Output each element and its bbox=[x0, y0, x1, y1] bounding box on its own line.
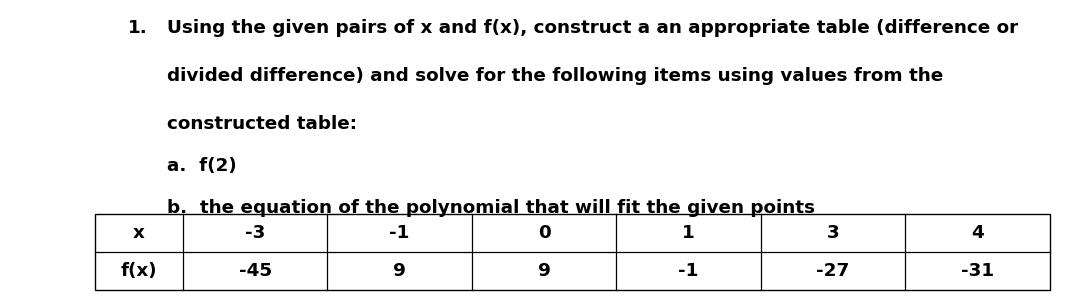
Text: x: x bbox=[133, 224, 145, 242]
Text: 1: 1 bbox=[683, 224, 694, 242]
Bar bbox=[95, 214, 1050, 290]
Text: divided difference) and solve for the following items using values from the: divided difference) and solve for the fo… bbox=[167, 67, 944, 85]
Text: b.  the equation of the polynomial that will fit the given points: b. the equation of the polynomial that w… bbox=[167, 199, 815, 217]
Text: 9: 9 bbox=[538, 262, 551, 280]
Text: 0: 0 bbox=[538, 224, 551, 242]
Text: 4: 4 bbox=[971, 224, 984, 242]
Text: -1: -1 bbox=[678, 262, 699, 280]
Text: a.  f(2): a. f(2) bbox=[167, 157, 238, 175]
Text: Using the given pairs of x and f(x), construct a an appropriate table (differenc: Using the given pairs of x and f(x), con… bbox=[167, 19, 1018, 37]
Text: -3: -3 bbox=[245, 224, 266, 242]
Text: -1: -1 bbox=[390, 224, 409, 242]
Text: -31: -31 bbox=[961, 262, 994, 280]
Text: -45: -45 bbox=[239, 262, 272, 280]
Text: f(x): f(x) bbox=[121, 262, 158, 280]
Text: 1.: 1. bbox=[127, 19, 147, 37]
Text: constructed table:: constructed table: bbox=[167, 115, 357, 133]
Text: -27: -27 bbox=[816, 262, 850, 280]
Text: 3: 3 bbox=[826, 224, 839, 242]
Text: 9: 9 bbox=[393, 262, 406, 280]
